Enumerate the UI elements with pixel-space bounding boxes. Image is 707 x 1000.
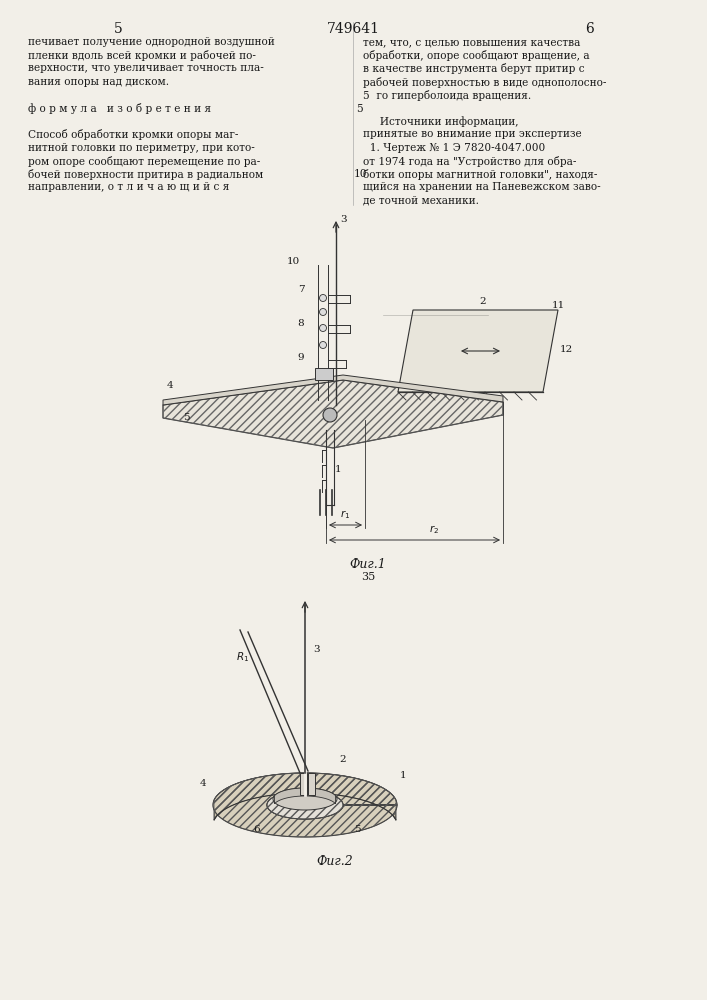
Text: нитной головки по периметру, при кото-: нитной головки по периметру, при кото- [28, 143, 255, 153]
Text: $R_1$: $R_1$ [236, 650, 250, 664]
Text: Способ обработки кромки опоры маг-: Способ обработки кромки опоры маг- [28, 129, 238, 140]
Text: ром опоре сообщают перемещение по ра-: ром опоре сообщают перемещение по ра- [28, 156, 260, 167]
Polygon shape [274, 788, 335, 804]
Polygon shape [213, 773, 397, 837]
Bar [300, 773, 307, 795]
Text: 1: 1 [334, 466, 341, 475]
Polygon shape [214, 773, 396, 820]
Text: $r_2$: $r_2$ [429, 523, 440, 536]
Text: щийся на хранении на Паневежском заво-: щийся на хранении на Паневежском заво- [363, 182, 601, 192]
Text: 2: 2 [339, 756, 346, 764]
Text: бочей поверхности притира в радиальном: бочей поверхности притира в радиальном [28, 169, 263, 180]
Circle shape [320, 294, 327, 302]
Text: 4: 4 [199, 778, 206, 788]
Text: обработки, опоре сообщают вращение, а: обработки, опоре сообщают вращение, а [363, 50, 590, 61]
Text: 11: 11 [551, 300, 565, 310]
Text: де точной механики.: де точной механики. [363, 195, 479, 205]
Polygon shape [163, 375, 503, 405]
Text: в качестве инструмента берут притир с: в качестве инструмента берут притир с [363, 63, 585, 74]
Text: печивает получение однородной воздушной: печивает получение однородной воздушной [28, 37, 275, 47]
Text: 5: 5 [354, 826, 361, 834]
Circle shape [320, 324, 327, 332]
Text: 6: 6 [254, 826, 260, 834]
Text: 5: 5 [356, 104, 363, 114]
Text: Источники информации,: Источники информации, [363, 116, 518, 127]
Text: 1. Чертеж № 1 Э 7820-4047.000: 1. Чертеж № 1 Э 7820-4047.000 [363, 143, 545, 153]
Polygon shape [163, 380, 503, 448]
Circle shape [320, 308, 327, 316]
Text: ф о р м у л а   и з о б р е т е н и я: ф о р м у л а и з о б р е т е н и я [28, 103, 211, 114]
Text: 6: 6 [585, 22, 595, 36]
Text: направлении, о т л и ч а ю щ и й с я: направлении, о т л и ч а ю щ и й с я [28, 182, 229, 192]
Circle shape [320, 342, 327, 349]
Text: 35: 35 [361, 572, 375, 582]
Text: Фиг.1: Фиг.1 [350, 558, 386, 571]
Text: Фиг.2: Фиг.2 [317, 855, 354, 868]
Text: вания опоры над диском.: вания опоры над диском. [28, 77, 169, 87]
Text: 5: 5 [114, 22, 122, 36]
Text: 2: 2 [479, 298, 486, 306]
Text: 5: 5 [182, 414, 189, 422]
Text: принятые во внимание при экспертизе: принятые во внимание при экспертизе [363, 129, 582, 139]
Text: 8: 8 [298, 318, 304, 328]
Bar [308, 773, 315, 795]
Text: 12: 12 [559, 346, 573, 355]
Text: 7: 7 [298, 286, 304, 294]
Text: 3: 3 [314, 646, 320, 654]
Text: 749641: 749641 [327, 22, 380, 36]
Text: 1: 1 [399, 770, 407, 780]
Polygon shape [398, 310, 558, 392]
Bar [315, 368, 333, 380]
Text: 4: 4 [167, 380, 173, 389]
Text: 9: 9 [298, 354, 304, 362]
Text: верхности, что увеличивает точность пла-: верхности, что увеличивает точность пла- [28, 63, 264, 73]
Polygon shape [273, 788, 337, 810]
Circle shape [323, 408, 337, 422]
Text: от 1974 года на "Устройство для обра-: от 1974 года на "Устройство для обра- [363, 156, 576, 167]
Text: 5  го гиперболоида вращения.: 5 го гиперболоида вращения. [363, 90, 531, 101]
Text: ботки опоры магнитной головки", находя-: ботки опоры магнитной головки", находя- [363, 169, 597, 180]
Text: 10: 10 [286, 257, 300, 266]
Text: тем, что, с целью повышения качества: тем, что, с целью повышения качества [363, 37, 580, 47]
Text: пленки вдоль всей кромки и рабочей по-: пленки вдоль всей кромки и рабочей по- [28, 50, 256, 61]
Polygon shape [267, 791, 343, 819]
Text: 10: 10 [354, 169, 368, 179]
Text: $r_1$: $r_1$ [340, 508, 351, 521]
Text: рабочей поверхностью в виде однополосно-: рабочей поверхностью в виде однополосно- [363, 77, 607, 88]
Text: 3: 3 [341, 216, 347, 225]
